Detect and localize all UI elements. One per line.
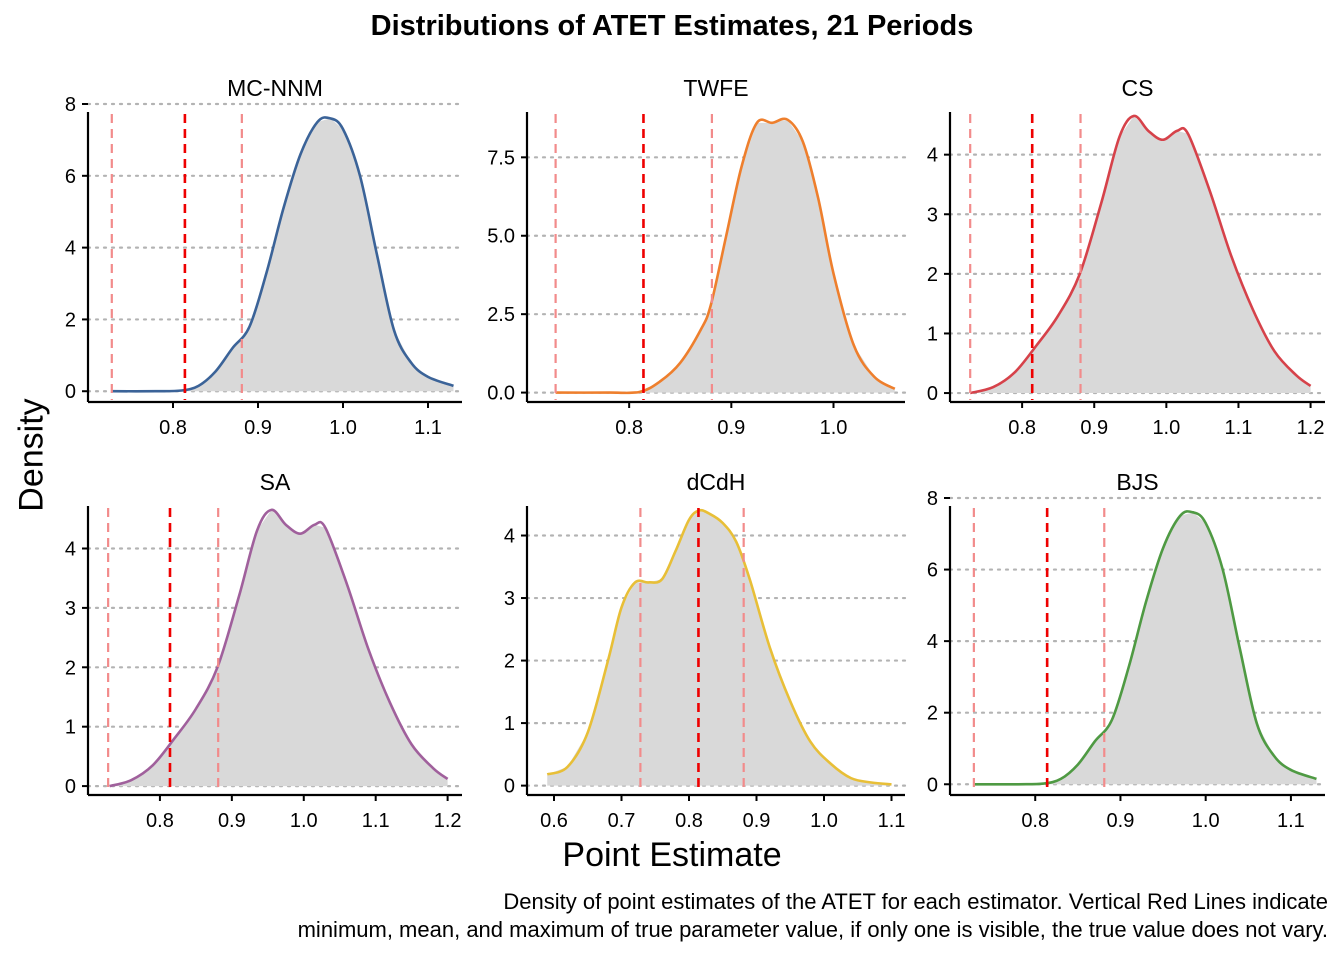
x-tick-label: 0.9 [1107,810,1135,832]
density-line [546,508,892,786]
x-tick-label: 0.7 [608,810,636,832]
x-tick-label: 0.9 [717,417,745,439]
x-tick-label: 0.9 [743,810,771,832]
y-tick-label: 8 [927,488,938,510]
y-tick-label: 8 [65,94,76,116]
x-tick-label: 1.2 [1297,417,1325,439]
x-tick-label: 1.1 [878,810,906,832]
y-tick-label: 0 [65,776,76,798]
caption-line-1: Density of point estimates of the ATET f… [503,889,1328,914]
x-tick-label: 1.0 [810,810,838,832]
facet-panel: BJS 0 2 4 6 8 0.8 0.9 1.0 1.1 [927,469,1327,832]
x-tick-label: 0.8 [1021,810,1049,832]
density-area [547,510,892,786]
facet-title: CS [1122,75,1154,101]
x-axis-label: Point Estimate [562,836,782,874]
x-tick-label: 1.0 [329,417,357,439]
facet-panel: dCdH 0 1 2 3 4 0.6 0.7 0.8 0.9 1.0 1.1 [504,469,907,832]
facet-title: SA [260,469,291,495]
density-line [969,114,1312,395]
density-area [111,118,454,392]
density-area [973,512,1317,785]
y-tick-label: 2 [504,651,515,673]
y-tick-label: 6 [65,166,76,188]
y-tick-label: 0.0 [487,383,515,405]
facet-title: dCdH [687,469,746,495]
y-tick-label: 1 [927,323,938,345]
y-tick-label: 2 [927,703,938,725]
x-tick-label: 0.8 [1008,417,1036,439]
facet-panel: MC-NNM 0 2 4 6 8 0.8 0.9 1.0 1.1 [65,75,464,439]
x-tick-label: 1.0 [290,810,318,832]
caption-line-2: minimum, mean, and maximum of true param… [297,917,1328,942]
density-line [555,117,896,395]
facet-title: TWFE [683,75,748,101]
density-area [970,115,1311,394]
density-line [973,510,1317,786]
x-tick-label: 1.2 [434,810,462,832]
y-tick-label: 3 [65,598,76,620]
y-tick-label: 2.5 [487,304,515,326]
y-tick-label: 6 [927,560,938,582]
facet-panel: SA 0 1 2 3 4 0.8 0.9 1.0 1.1 1.2 [65,469,464,832]
x-tick-label: 0.8 [146,810,174,832]
x-tick-label: 1.1 [414,417,442,439]
facet-panel: CS 0 1 2 3 4 0.8 0.9 1.0 1.1 1.2 [927,75,1327,439]
x-tick-label: 0.8 [675,810,703,832]
y-tick-label: 1 [504,713,515,735]
x-tick-label: 0.9 [244,417,272,439]
y-tick-label: 4 [65,238,76,260]
facet-title: BJS [1116,469,1158,495]
y-tick-label: 4 [927,631,938,653]
y-tick-label: 0 [65,381,76,403]
density-area [555,119,895,393]
density-area [109,509,448,787]
x-tick-label: 1.0 [1152,417,1180,439]
x-tick-label: 0.8 [159,417,187,439]
x-tick-label: 1.1 [1225,417,1253,439]
x-tick-label: 0.9 [218,810,246,832]
y-tick-label: 2 [65,309,76,331]
chart-title: Distributions of ATET Estimates, 21 Peri… [370,10,974,42]
y-tick-label: 0 [504,776,515,798]
x-tick-label: 0.6 [540,810,568,832]
x-tick-label: 1.1 [1277,810,1305,832]
y-tick-label: 1 [65,717,76,739]
x-tick-label: 0.9 [1080,417,1108,439]
y-tick-label: 4 [504,526,515,548]
x-tick-label: 1.0 [1192,810,1220,832]
x-tick-label: 1.1 [362,810,390,832]
y-tick-label: 4 [65,538,76,560]
y-tick-label: 4 [927,145,938,167]
y-tick-label: 2 [65,657,76,679]
x-tick-label: 1.0 [820,417,848,439]
y-tick-label: 0 [927,774,938,796]
y-tick-label: 2 [927,264,938,286]
facet-panel: TWFE 0.0 2.5 5.0 7.5 0.8 0.9 1.0 [487,75,907,439]
y-tick-label: 3 [927,204,938,226]
y-tick-label: 5.0 [487,226,515,248]
density-line [111,116,454,393]
x-tick-label: 0.8 [615,417,643,439]
y-tick-label: 3 [504,588,515,610]
y-tick-label: 0 [927,383,938,405]
facet-title: MC-NNM [227,75,323,101]
y-tick-label: 7.5 [487,147,515,169]
caption: Density of point estimates of the ATET f… [8,888,1328,944]
density-line [109,508,449,788]
